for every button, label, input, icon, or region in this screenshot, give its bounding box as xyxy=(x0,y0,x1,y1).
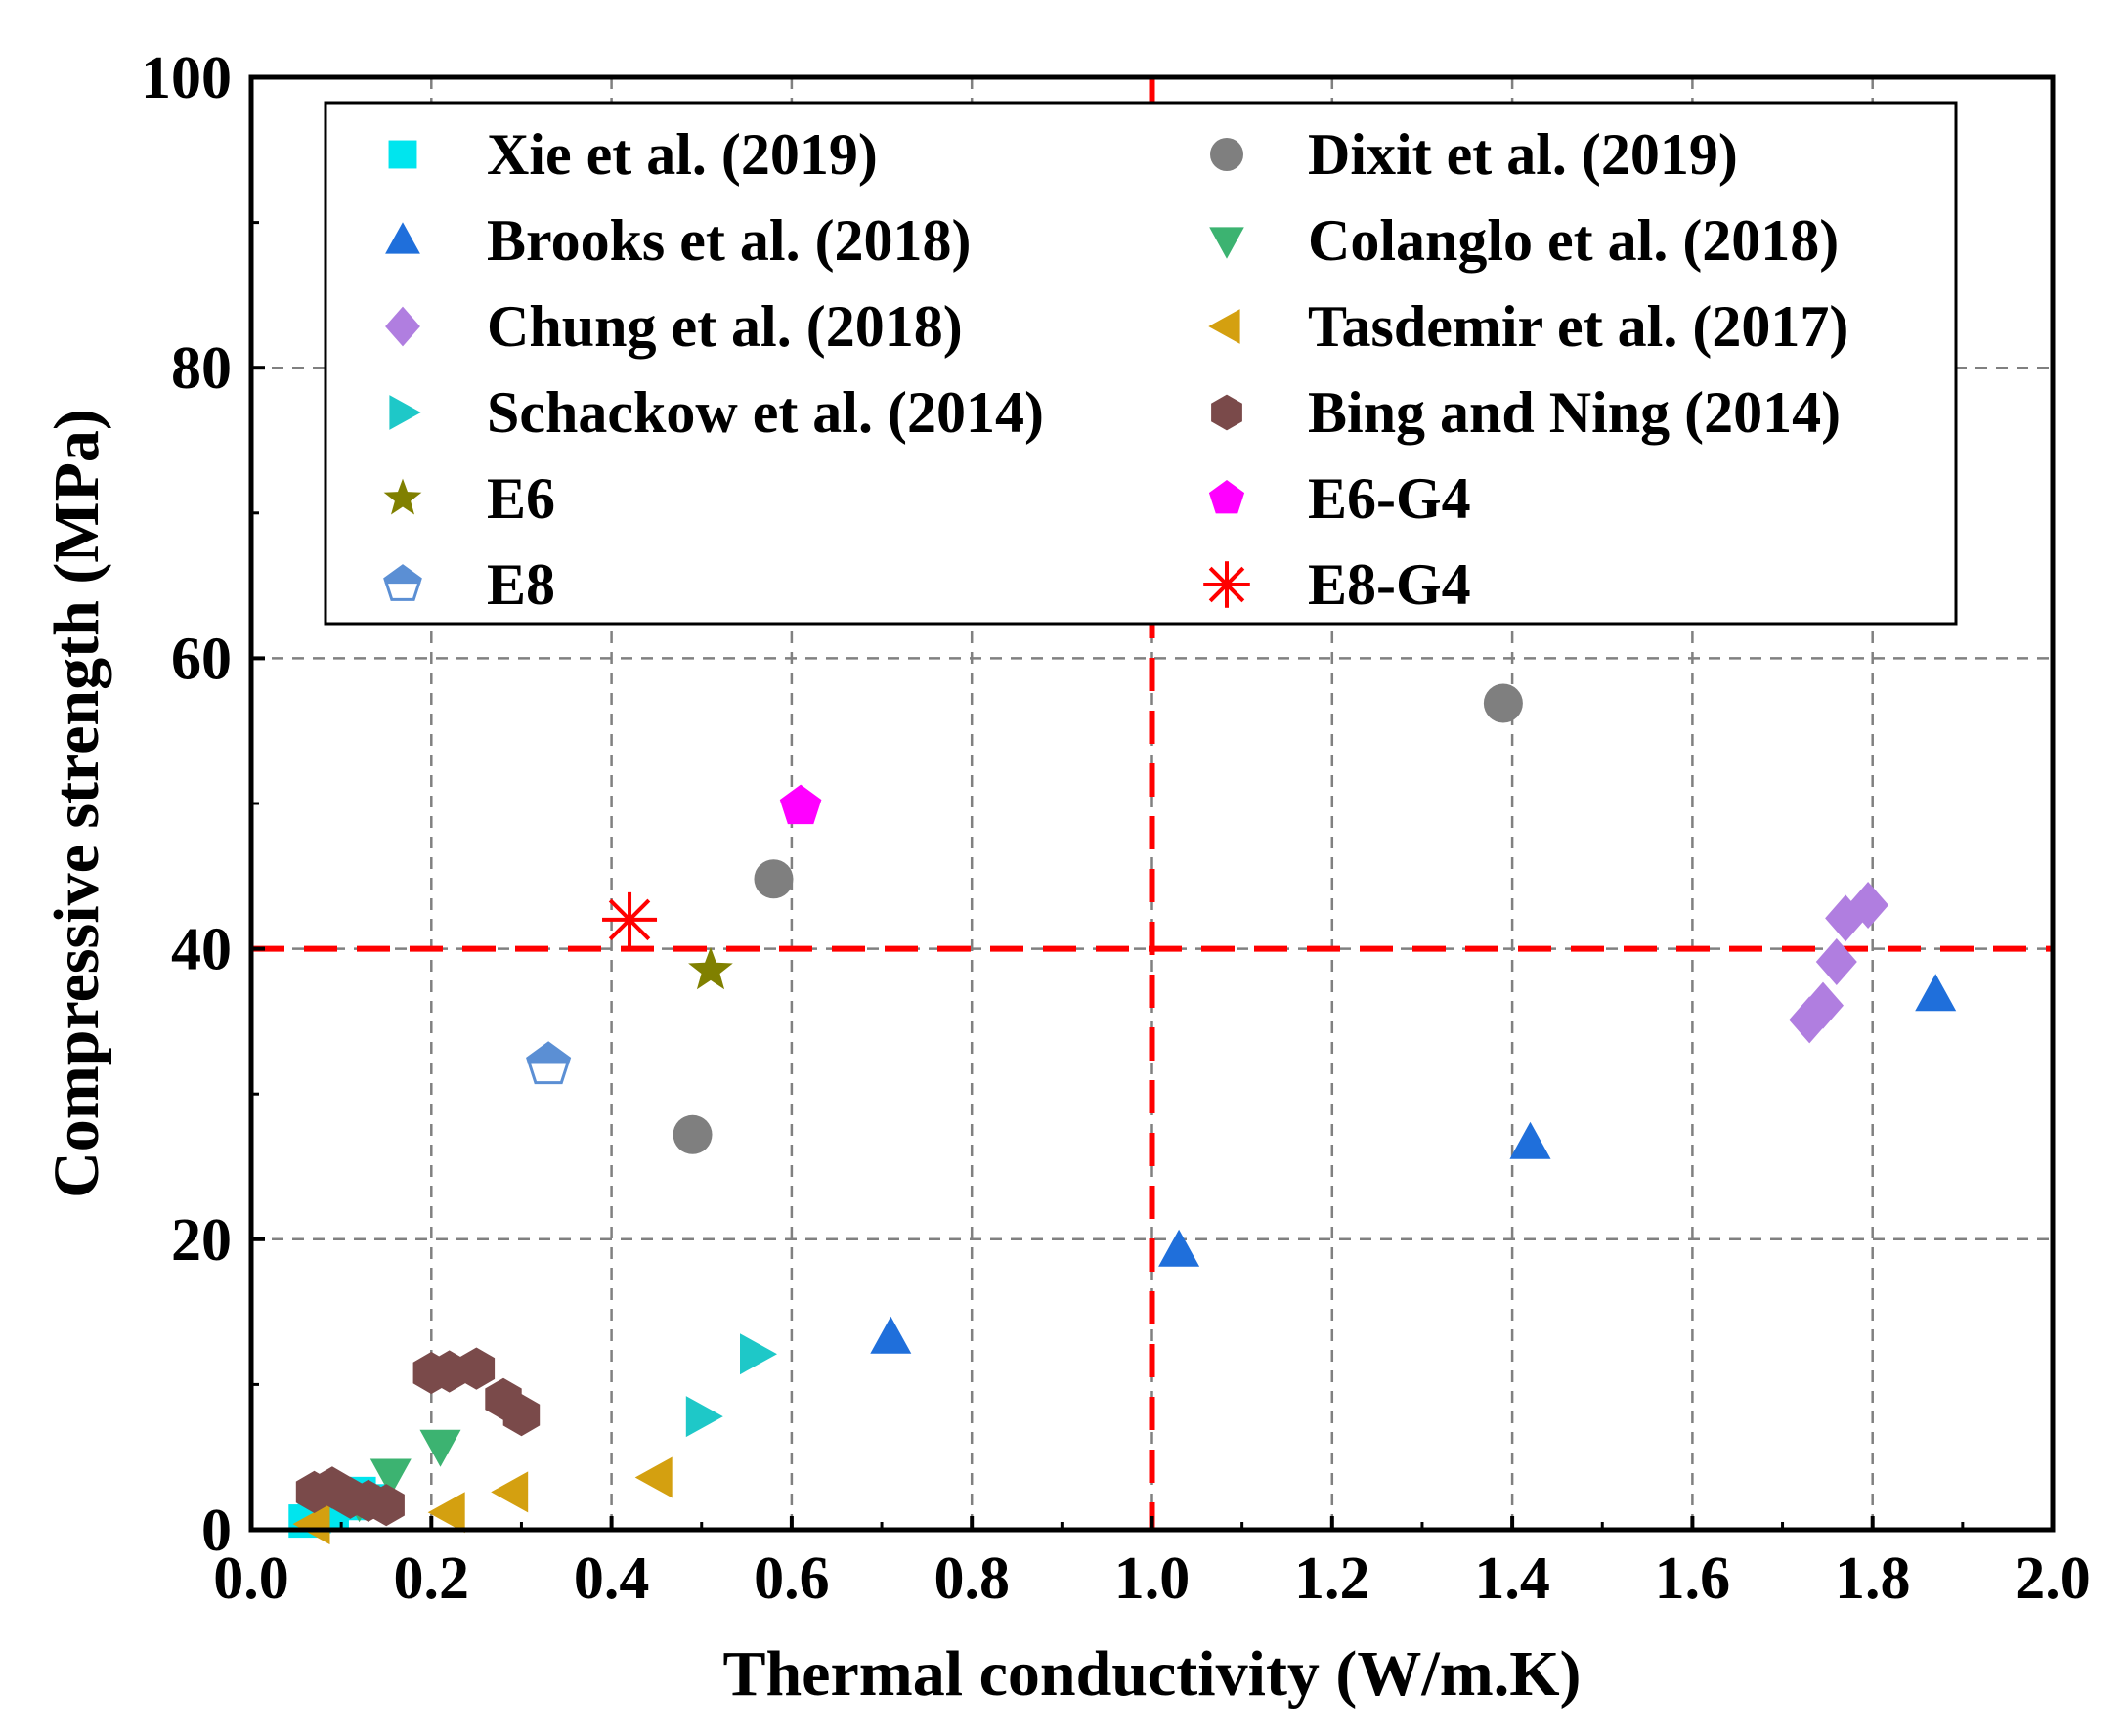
x-tick-label: 1.0 xyxy=(1114,1545,1191,1612)
data-points xyxy=(288,683,1957,1545)
legend-label: Brooks et al. (2018) xyxy=(487,208,972,273)
data-point xyxy=(502,1394,541,1437)
legend-marker xyxy=(383,564,422,601)
series-e6-g4 xyxy=(779,784,822,825)
legend-label: E6 xyxy=(487,466,555,531)
series-e6 xyxy=(688,946,733,990)
x-tick-label: 0.4 xyxy=(574,1545,650,1612)
series-bing-and-ning-2014 xyxy=(295,1347,541,1527)
axis-ticks: 0.0 0.2 0.4 0.6 0.8 1.0 1.2 1.4 1.6 1.8 2.0 0 20 40 60… xyxy=(141,45,2091,1612)
data-point xyxy=(1847,882,1889,929)
legend-item-e8: E8 xyxy=(383,552,555,617)
data-point xyxy=(368,1484,405,1527)
legend-marker xyxy=(1210,138,1243,171)
legend-label: E8 xyxy=(487,552,555,617)
data-point xyxy=(457,1347,496,1390)
legend-marker xyxy=(383,478,422,515)
legend-marker xyxy=(1208,480,1245,514)
series-dixit-et-al-2019 xyxy=(673,683,1523,1154)
x-tick-label: 0.0 xyxy=(213,1545,289,1612)
legend-item-colanglo-et-al-2018: Colanglo et al. (2018) xyxy=(1209,208,1839,273)
legend-label: E6-G4 xyxy=(1308,466,1471,531)
legend-marker xyxy=(385,222,420,254)
legend-item-chung-et-al-2018: Chung et al. (2018) xyxy=(385,294,963,359)
legend-label: E8-G4 xyxy=(1308,552,1471,617)
data-point xyxy=(634,1456,673,1498)
legend-item-e8-g4: E8-G4 xyxy=(1203,552,1471,617)
y-tick-label: 20 xyxy=(171,1207,232,1274)
data-point xyxy=(427,1492,465,1534)
y-tick-label: 0 xyxy=(201,1497,232,1564)
legend-marker xyxy=(389,395,421,430)
y-tick-label: 100 xyxy=(141,45,232,111)
legend-label: Chung et al. (2018) xyxy=(487,294,963,359)
data-point xyxy=(1509,1121,1551,1159)
data-point xyxy=(292,1503,330,1545)
legend-label: Schackow et al. (2014) xyxy=(487,380,1044,445)
x-tick-label: 1.8 xyxy=(1835,1545,1911,1612)
x-tick-label: 0.6 xyxy=(754,1545,830,1612)
legend-marker xyxy=(1208,309,1240,344)
legend-item-e6-g4: E6-G4 xyxy=(1208,466,1471,531)
data-point xyxy=(491,1471,529,1513)
series-e8-g4 xyxy=(602,891,658,947)
data-point xyxy=(754,859,794,899)
x-tick-label: 0.2 xyxy=(394,1545,470,1612)
data-point xyxy=(602,891,658,947)
data-point xyxy=(740,1333,777,1375)
data-point xyxy=(1158,1229,1200,1267)
x-tick-label: 0.8 xyxy=(933,1545,1010,1612)
series-tasdemir-et-al-2017 xyxy=(292,1456,673,1545)
legend-label: Colanglo et al. (2018) xyxy=(1308,208,1839,273)
legend-item-tasdemir-et-al-2017: Tasdemir et al. (2017) xyxy=(1208,294,1848,359)
legend-item-schackow-et-al-2014: Schackow et al. (2014) xyxy=(389,380,1044,445)
data-point xyxy=(779,784,822,825)
legend-item-e6: E6 xyxy=(383,466,555,531)
legend-marker xyxy=(1209,227,1244,259)
data-point xyxy=(526,1041,572,1085)
series-e8 xyxy=(526,1041,572,1085)
legend-label: Bing and Ning (2014) xyxy=(1308,380,1841,445)
legend-label: Dixit et al. (2019) xyxy=(1308,122,1738,187)
data-point xyxy=(419,1429,461,1467)
legend-marker xyxy=(385,306,420,347)
x-tick-label: 1.4 xyxy=(1474,1545,1550,1612)
x-tick-label: 1.6 xyxy=(1655,1545,1731,1612)
series-brooks-et-al-2018 xyxy=(870,974,1957,1354)
legend-label: Xie et al. (2019) xyxy=(487,122,878,187)
legend-label: Tasdemir et al. (2017) xyxy=(1308,294,1848,359)
x-tick-label: 2.0 xyxy=(2015,1545,2091,1612)
legend-box xyxy=(324,101,1958,626)
x-tick-label: 1.2 xyxy=(1294,1545,1370,1612)
legend-item-brooks-et-al-2018: Brooks et al. (2018) xyxy=(385,208,972,273)
legend-marker xyxy=(1203,561,1250,608)
y-tick-label: 40 xyxy=(171,917,232,983)
series-schackow-et-al-2014 xyxy=(685,1333,777,1438)
data-point xyxy=(685,1396,723,1438)
y-tick-label: 80 xyxy=(171,335,232,402)
data-point xyxy=(1483,683,1523,723)
data-point xyxy=(870,1316,912,1354)
legend-item-bing-and-ning-2014: Bing and Ning (2014) xyxy=(1211,380,1841,445)
data-point xyxy=(688,946,733,990)
y-axis-title: Compressive strength (MPa) xyxy=(41,409,112,1198)
data-point xyxy=(369,1458,412,1497)
data-point xyxy=(1915,974,1957,1012)
y-tick-label: 60 xyxy=(171,626,232,692)
legend: Xie et al. (2019) Dixit et al. (2019) Broo… xyxy=(324,101,1958,626)
data-point xyxy=(1802,981,1844,1029)
series-chung-et-al-2018 xyxy=(1789,882,1889,1044)
x-axis-title: Thermal conductivity (W/m.K) xyxy=(722,1638,1581,1710)
legend-marker xyxy=(1211,394,1242,431)
legend-marker xyxy=(388,140,417,169)
data-point xyxy=(673,1114,713,1154)
legend-item-xie-et-al-2019: Xie et al. (2019) xyxy=(388,122,878,187)
legend-item-dixit-et-al-2019: Dixit et al. (2019) xyxy=(1210,122,1738,187)
data-point xyxy=(1815,938,1857,985)
